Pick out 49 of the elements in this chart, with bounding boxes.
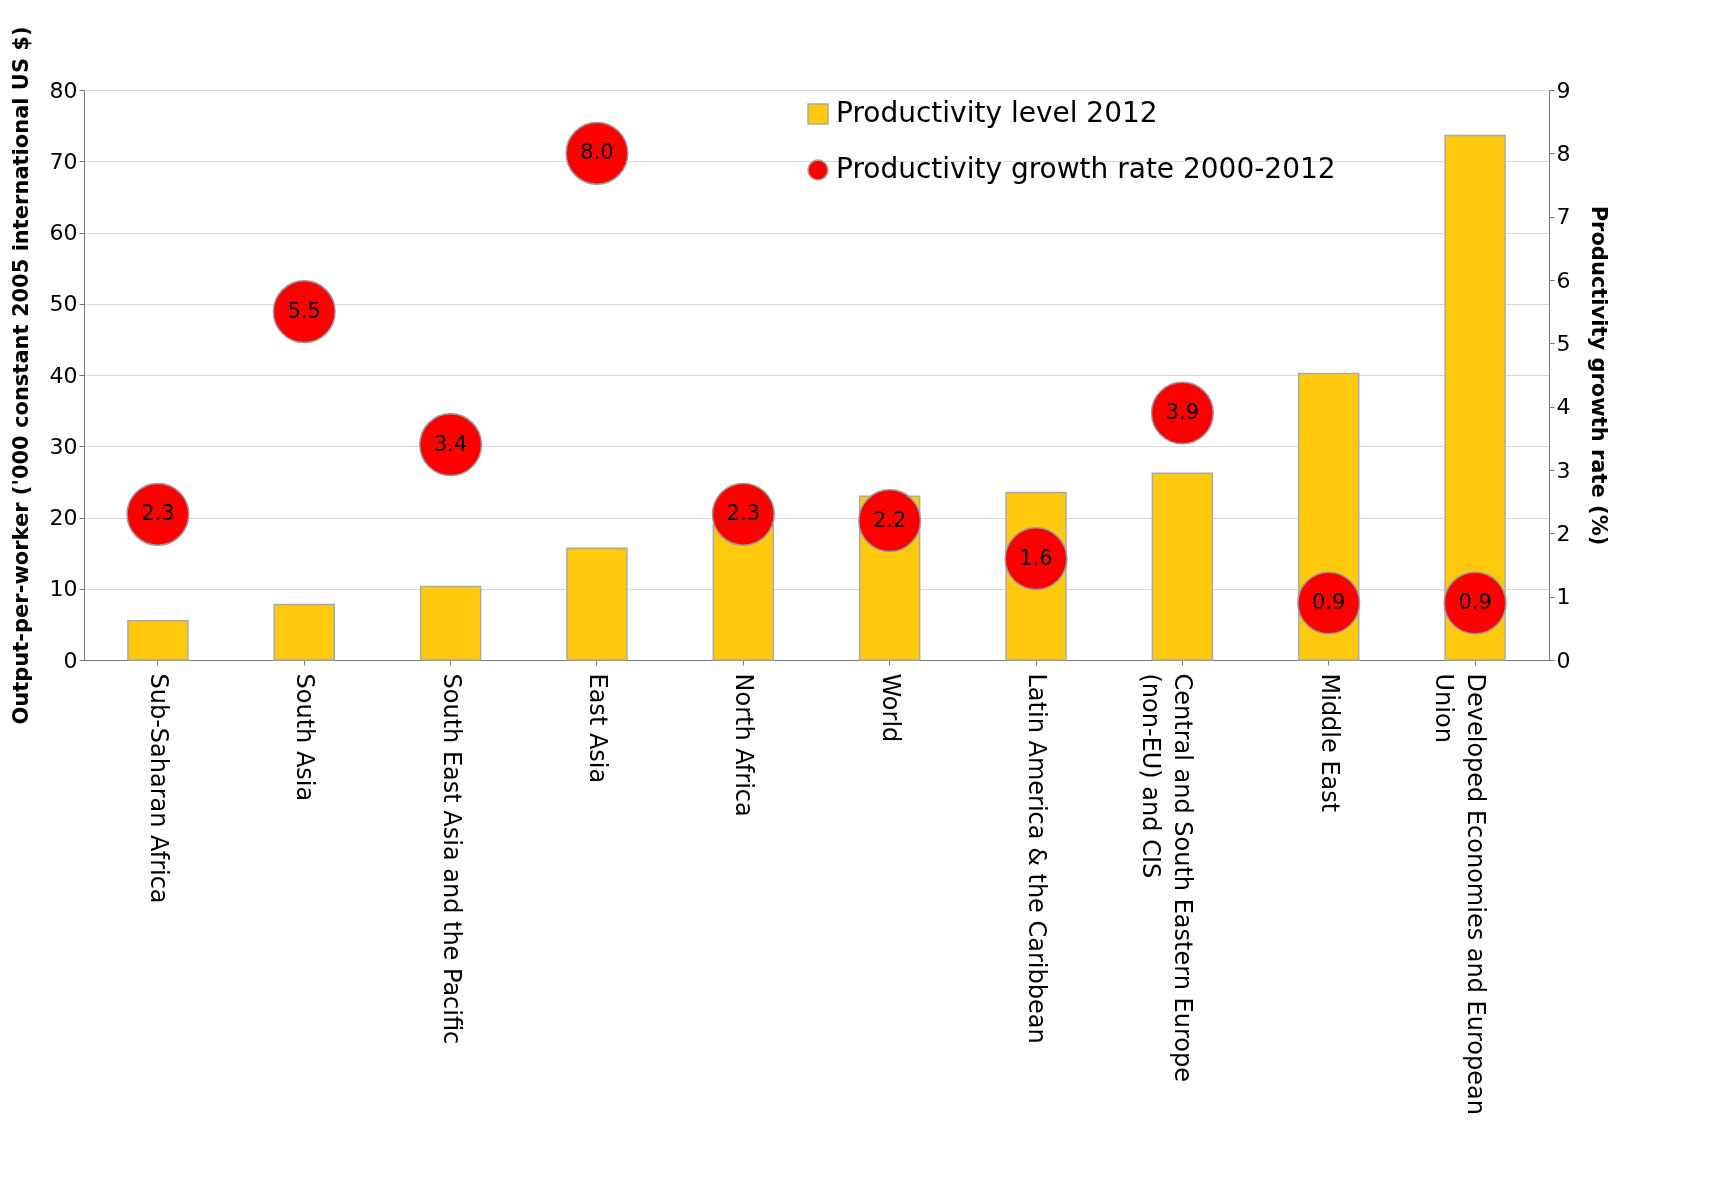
data-label: 8.0 (580, 140, 614, 165)
bar (419, 585, 482, 661)
data-label: 0.9 (1458, 590, 1492, 614)
bar (566, 547, 628, 661)
x-tick-label: North Africa (730, 673, 759, 817)
y2-tick-label: 5 (1556, 330, 1571, 356)
x-tick-label: Latin America & the Caribbean (1023, 673, 1052, 1044)
legend-label: Productivity level 2012 (836, 96, 1158, 129)
bar (1151, 472, 1214, 661)
y-tick-label: 50 (49, 291, 78, 317)
x-tick-label: Central and South Eastern Europe (non-EU) and CIS (1137, 673, 1198, 1082)
data-label: 3.9 (1165, 400, 1200, 424)
y2-tick-label: 8 (1556, 140, 1571, 166)
y2-tick-label: 1 (1556, 584, 1571, 610)
y2-tick-label: 7 (1556, 204, 1571, 230)
bar (127, 620, 189, 661)
y2-tick-label: 6 (1556, 267, 1571, 293)
y2-tick-label: 2 (1556, 520, 1571, 546)
x-tick-label: Middle East (1315, 673, 1344, 813)
y2-tick-label: 4 (1556, 394, 1571, 420)
data-label: 1.6 (1019, 545, 1053, 570)
y2-axis-title: Productivity growth rate (%) (1587, 205, 1612, 546)
data-label: 0.9 (1312, 590, 1346, 614)
y-tick-label: 40 (49, 362, 78, 388)
x-tick-label: Sub-Saharan Africa (144, 673, 173, 904)
bar (273, 603, 336, 661)
data-label: 2.3 (141, 501, 175, 526)
y-tick-label: 80 (49, 77, 78, 103)
data-label: 3.4 (433, 431, 468, 456)
x-tick-label: World (876, 673, 905, 743)
x-tick-label: South Asia (291, 673, 320, 802)
bar (1444, 134, 1506, 661)
x-tick-label: South East Asia and the Pacific (437, 673, 466, 1045)
y2-tick-label: 9 (1556, 77, 1571, 103)
y2-tick-label: 0 (1556, 647, 1571, 673)
legend-label: Productivity growth rate 2000-2012 (836, 152, 1336, 185)
y-axis-title: Output-per-worker ('000 constant 2005 international US $) (8, 26, 33, 725)
y2-tick-label: 3 (1556, 457, 1571, 483)
data-label: 2.3 (726, 501, 761, 526)
y-tick-label: 60 (49, 220, 78, 245)
x-tick-label: East Asia (583, 673, 612, 784)
x-tick-label: Developed Economies and European Union (1430, 673, 1491, 1115)
y-tick-label: 70 (49, 148, 78, 174)
data-label: 2.2 (872, 507, 907, 532)
y-tick-label: 20 (49, 505, 78, 530)
y-tick-label: 0 (63, 647, 78, 673)
y-tick-label: 10 (49, 576, 78, 602)
data-label: 5.5 (287, 298, 321, 323)
y-tick-label: 30 (49, 433, 78, 459)
